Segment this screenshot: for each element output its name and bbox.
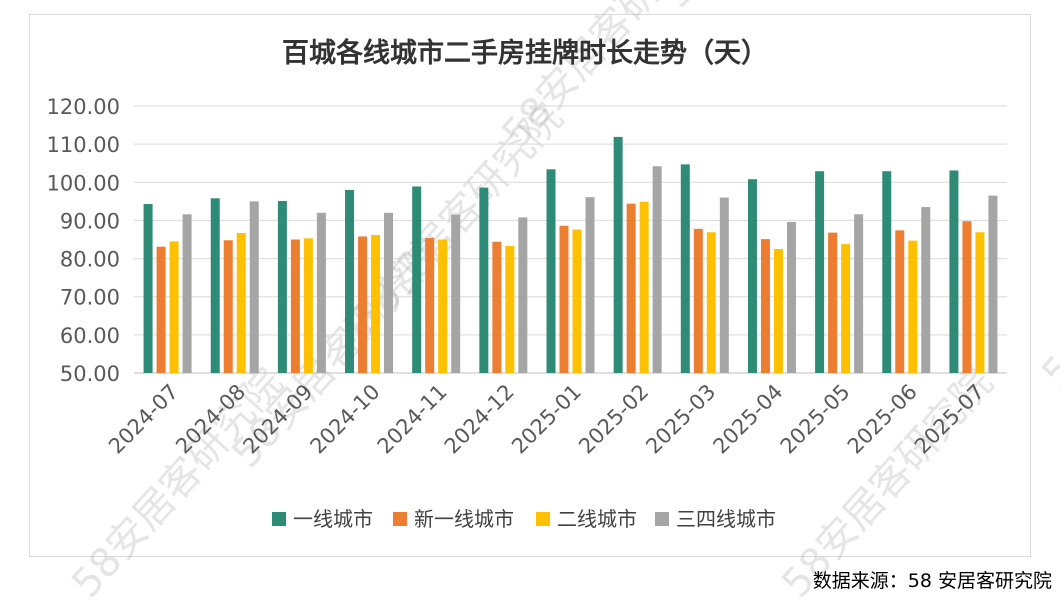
x-tick-label: 2025-05	[776, 380, 855, 459]
y-tick-label: 50.00	[60, 362, 120, 386]
bar-三四线城市-2025-07	[988, 195, 998, 373]
bar-一线城市-2025-07	[949, 170, 959, 373]
bar-一线城市-2025-06	[882, 171, 892, 373]
bar-新一线城市-2025-05	[828, 232, 838, 373]
bar-二线城市-2025-07	[975, 232, 985, 373]
bar-三四线城市-2025-06	[921, 207, 931, 373]
bar-一线城市-2025-05	[815, 171, 825, 373]
bar-三四线城市-2024-07	[182, 214, 192, 373]
x-tick-label: 2025-01	[507, 380, 586, 459]
source-note: 数据来源：58 安居客研究院	[812, 570, 1052, 592]
y-tick-label: 70.00	[60, 286, 120, 310]
legend-swatch	[272, 512, 286, 526]
bar-新一线城市-2025-02	[626, 203, 636, 373]
bar-一线城市-2024-09	[277, 200, 287, 373]
bar-二线城市-2025-03	[706, 232, 716, 373]
bar-三四线城市-2025-04	[786, 221, 796, 373]
x-tick-label: 2024-07	[104, 380, 183, 459]
bar-二线城市-2024-12	[505, 245, 515, 373]
bar-二线城市-2024-07	[169, 241, 179, 373]
bar-二线城市-2024-09	[303, 238, 313, 373]
bar-二线城市-2025-05	[841, 244, 851, 373]
watermark-text: 58安居客研究院	[493, 0, 722, 157]
bar-二线城市-2025-01	[572, 229, 582, 373]
x-tick-label: 2024-11	[373, 380, 452, 459]
legend-label: 新一线城市	[414, 507, 514, 531]
watermark-text: 58安居客研究院	[1033, 150, 1060, 397]
bar-三四线城市-2024-08	[249, 201, 259, 373]
y-tick-label: 110.00	[47, 133, 120, 157]
bar-一线城市-2024-08	[210, 198, 220, 373]
bar-三四线城市-2025-05	[854, 214, 864, 373]
y-tick-label: 60.00	[60, 324, 120, 348]
y-tick-label: 100.00	[47, 171, 120, 195]
legend-label: 一线城市	[293, 507, 373, 531]
bar-一线城市-2025-03	[680, 164, 690, 373]
bar-二线城市-2024-11	[438, 239, 448, 373]
y-tick-label: 80.00	[60, 248, 120, 272]
bar-三四线城市-2024-10	[384, 212, 394, 373]
bar-一线城市-2024-12	[479, 187, 489, 373]
chart-title: 百城各线城市二手房挂牌时长走势（天）	[282, 37, 768, 69]
y-tick-label: 120.00	[47, 95, 120, 119]
bar-新一线城市-2024-11	[425, 237, 435, 373]
bar-三四线城市-2024-09	[316, 212, 326, 373]
bar-一线城市-2024-10	[345, 189, 355, 373]
legend-swatch	[655, 512, 669, 526]
bar-新一线城市-2024-12	[492, 241, 502, 373]
legend-label: 三四线城市	[676, 507, 776, 531]
bar-新一线城市-2025-06	[895, 230, 905, 373]
bar-新一线城市-2025-07	[962, 221, 972, 373]
bar-二线城市-2025-02	[639, 201, 649, 373]
x-tick-label: 2024-12	[440, 380, 519, 459]
x-tick-label: 2025-04	[708, 380, 787, 459]
chart-frame	[29, 14, 1031, 557]
bar-二线城市-2025-06	[908, 240, 918, 373]
bar-新一线城市-2025-04	[760, 239, 770, 373]
bar-一线城市-2025-02	[613, 136, 623, 373]
bar-三四线城市-2025-01	[585, 197, 595, 373]
bar-三四线城市-2024-12	[518, 217, 528, 373]
y-tick-label: 90.00	[60, 209, 120, 233]
bar-三四线城市-2025-03	[719, 197, 729, 373]
x-tick-label: 2025-02	[574, 380, 653, 459]
bar-二线城市-2024-10	[371, 234, 381, 373]
bar-新一线城市-2024-09	[290, 239, 300, 373]
bar-二线城市-2025-04	[773, 249, 783, 373]
bar-新一线城市-2024-08	[223, 240, 233, 373]
bar-一线城市-2024-07	[143, 204, 153, 373]
bar-一线城市-2025-01	[546, 169, 556, 373]
legend-swatch	[393, 512, 407, 526]
watermark-text: 58安居客研究院	[653, 0, 882, 17]
bar-一线城市-2025-04	[747, 179, 757, 373]
bar-一线城市-2024-11	[412, 186, 422, 373]
bar-新一线城市-2025-01	[559, 225, 569, 373]
bar-新一线城市-2024-07	[156, 246, 166, 373]
gridlines	[134, 105, 1007, 374]
x-tick-label: 2025-03	[641, 380, 720, 459]
bar-三四线城市-2025-02	[652, 166, 662, 373]
bar-新一线城市-2025-03	[693, 228, 703, 373]
legend-swatch	[536, 512, 550, 526]
bar-二线城市-2024-08	[236, 233, 246, 373]
legend-label: 二线城市	[557, 507, 637, 531]
bar-新一线城市-2024-10	[358, 236, 368, 373]
bar-三四线城市-2024-11	[451, 214, 461, 373]
